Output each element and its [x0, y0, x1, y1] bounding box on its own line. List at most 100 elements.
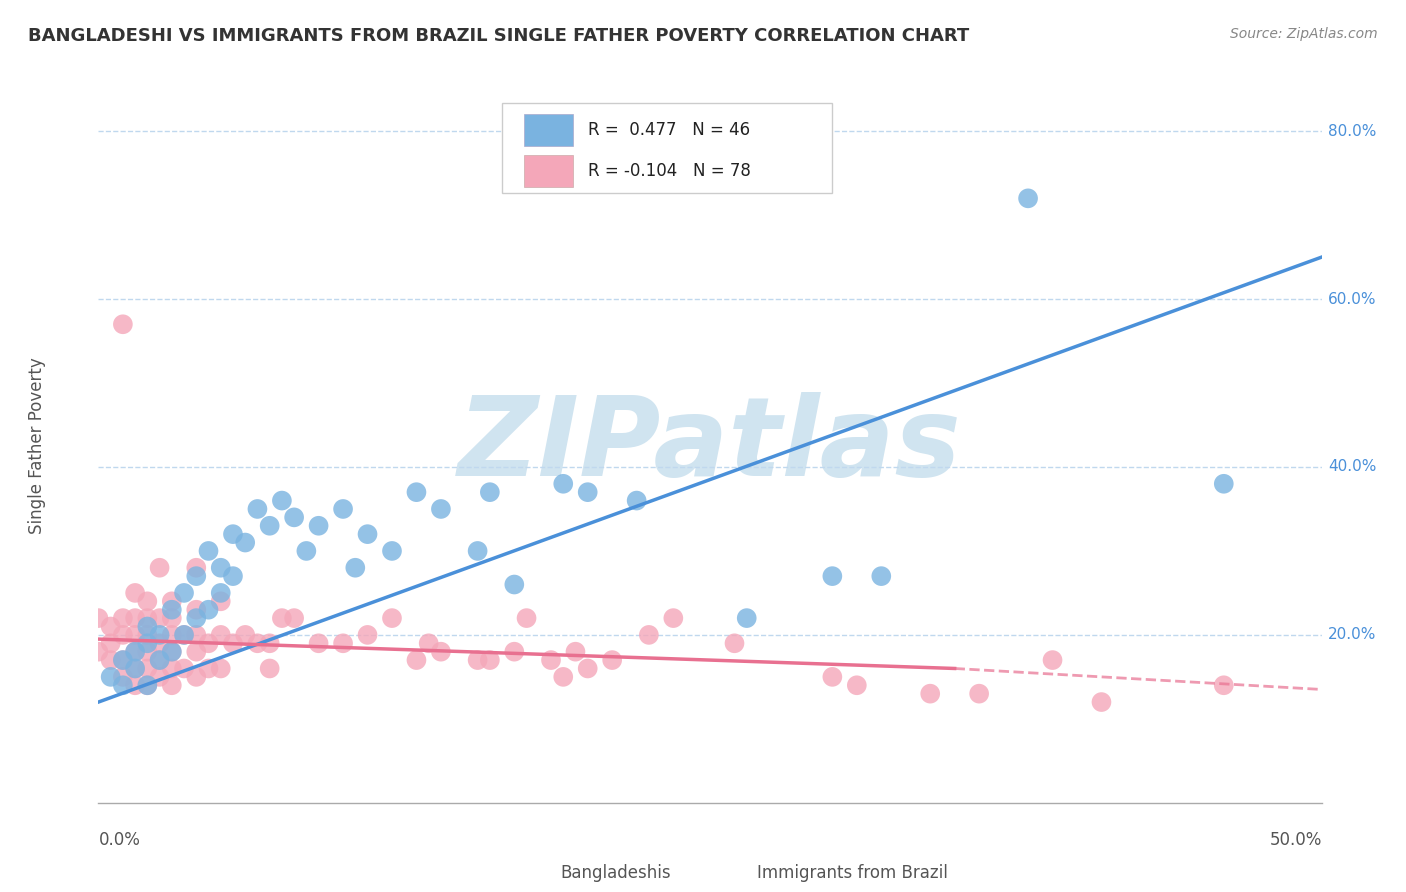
Point	[332, 502, 354, 516]
Text: Immigrants from Brazil: Immigrants from Brazil	[756, 864, 948, 882]
Point	[576, 485, 599, 500]
Point	[405, 485, 427, 500]
Point	[381, 544, 404, 558]
Point	[332, 636, 354, 650]
Point	[136, 678, 159, 692]
Point	[626, 493, 648, 508]
Point	[149, 670, 172, 684]
Point	[233, 535, 256, 549]
FancyBboxPatch shape	[710, 862, 749, 885]
Point	[124, 628, 146, 642]
Point	[723, 636, 745, 650]
Point	[222, 569, 245, 583]
Point	[100, 670, 122, 684]
Point	[100, 619, 122, 633]
Point	[186, 603, 208, 617]
Point	[283, 510, 305, 524]
Point	[735, 611, 758, 625]
Point	[381, 611, 404, 625]
Point	[503, 645, 526, 659]
Point	[124, 678, 146, 692]
Point	[209, 594, 232, 608]
Point	[111, 670, 134, 684]
Point	[270, 493, 294, 508]
Point	[418, 636, 440, 650]
Point	[197, 661, 219, 675]
Point	[111, 653, 134, 667]
Point	[467, 653, 489, 667]
Point	[87, 611, 110, 625]
Point	[197, 603, 219, 617]
Point	[149, 611, 172, 625]
Point	[222, 527, 245, 541]
Point	[576, 661, 599, 675]
Point	[124, 645, 146, 659]
Point	[186, 645, 208, 659]
Point	[136, 619, 159, 633]
Point	[197, 544, 219, 558]
Point	[564, 645, 586, 659]
Point	[405, 653, 427, 667]
Point	[111, 318, 134, 332]
Point	[173, 628, 195, 642]
Point	[186, 569, 208, 583]
Point	[136, 661, 159, 675]
Point	[111, 611, 134, 625]
Point	[1090, 695, 1112, 709]
Point	[186, 560, 208, 574]
Point	[160, 661, 183, 675]
Point	[209, 586, 232, 600]
Point	[356, 628, 378, 642]
Point	[1212, 476, 1234, 491]
Point	[209, 661, 232, 675]
Point	[259, 518, 281, 533]
Point	[136, 678, 159, 692]
Point	[478, 653, 501, 667]
Point	[149, 560, 172, 574]
Point	[1212, 678, 1234, 692]
Point	[259, 636, 281, 650]
Point	[149, 653, 172, 667]
Point	[430, 645, 453, 659]
Text: ZIPatlas: ZIPatlas	[458, 392, 962, 500]
Point	[160, 611, 183, 625]
Point	[478, 485, 501, 500]
Point	[308, 518, 330, 533]
Point	[186, 670, 208, 684]
Point	[124, 661, 146, 675]
Point	[295, 544, 318, 558]
Point	[160, 678, 183, 692]
Point	[160, 603, 183, 617]
Point	[845, 678, 868, 692]
Point	[173, 586, 195, 600]
Point	[246, 636, 269, 650]
Point	[173, 661, 195, 675]
Point	[637, 628, 661, 642]
Point	[209, 628, 232, 642]
Point	[149, 628, 172, 642]
Point	[149, 653, 172, 667]
Point	[209, 560, 232, 574]
Text: 20.0%: 20.0%	[1327, 627, 1376, 642]
Point	[246, 502, 269, 516]
Text: 40.0%: 40.0%	[1327, 459, 1376, 475]
Point	[503, 577, 526, 591]
Text: R =  0.477   N = 46: R = 0.477 N = 46	[588, 121, 749, 139]
Point	[1017, 191, 1039, 205]
Point	[124, 661, 146, 675]
Point	[283, 611, 305, 625]
Text: 50.0%: 50.0%	[1270, 831, 1322, 849]
Point	[662, 611, 685, 625]
Text: Source: ZipAtlas.com: Source: ZipAtlas.com	[1230, 27, 1378, 41]
Point	[233, 628, 256, 642]
Point	[197, 636, 219, 650]
Point	[100, 653, 122, 667]
Point	[600, 653, 623, 667]
Point	[186, 611, 208, 625]
Point	[111, 628, 134, 642]
Point	[515, 611, 537, 625]
Point	[160, 645, 183, 659]
Point	[136, 628, 159, 642]
FancyBboxPatch shape	[515, 862, 554, 885]
Point	[344, 560, 367, 574]
